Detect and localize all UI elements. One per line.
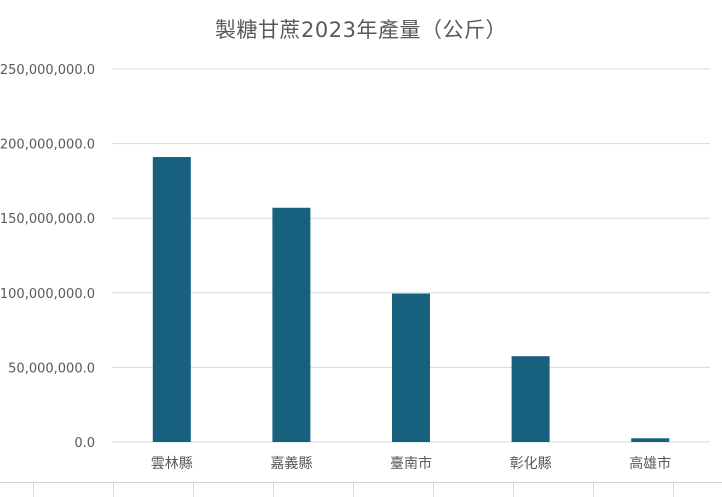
sheet-column-divider bbox=[353, 483, 354, 497]
y-tick-label: 200,000,000.0 bbox=[0, 138, 95, 153]
x-tick-label: 雲林縣 bbox=[151, 456, 193, 472]
bar bbox=[631, 438, 670, 442]
bar bbox=[272, 207, 311, 442]
y-tick-label: 150,000,000.0 bbox=[0, 212, 95, 227]
bar bbox=[152, 157, 191, 442]
chart-title: 製糖甘蔗2023年產量（公斤） bbox=[215, 18, 507, 42]
x-tick-label: 臺南市 bbox=[390, 455, 432, 472]
sheet-column-divider bbox=[273, 483, 274, 497]
x-tick-label: 高雄市 bbox=[629, 455, 671, 472]
y-tick-label: 100,000,000.0 bbox=[0, 287, 95, 302]
y-tick-label: 0.0 bbox=[74, 436, 95, 451]
spreadsheet-grid-strip bbox=[0, 482, 722, 497]
sheet-column-divider bbox=[433, 483, 434, 497]
x-tick-label: 嘉義縣 bbox=[270, 455, 312, 472]
sheet-column-divider bbox=[673, 483, 674, 497]
y-tick-label: 50,000,000.0 bbox=[8, 361, 95, 376]
x-tick-label: 彰化縣 bbox=[510, 455, 552, 472]
sheet-column-divider bbox=[593, 483, 594, 497]
sheet-column-divider bbox=[193, 483, 194, 497]
sheet-column-divider bbox=[513, 483, 514, 497]
y-tick-label: 250,000,000.0 bbox=[0, 63, 95, 78]
sheet-column-divider bbox=[113, 483, 114, 497]
bar bbox=[392, 293, 430, 442]
bar bbox=[511, 356, 550, 442]
sheet-column-divider bbox=[33, 483, 34, 497]
bar-chart: 0.0 50,000,000.0 100,000,000.0 150,000,000.… bbox=[0, 63, 710, 472]
